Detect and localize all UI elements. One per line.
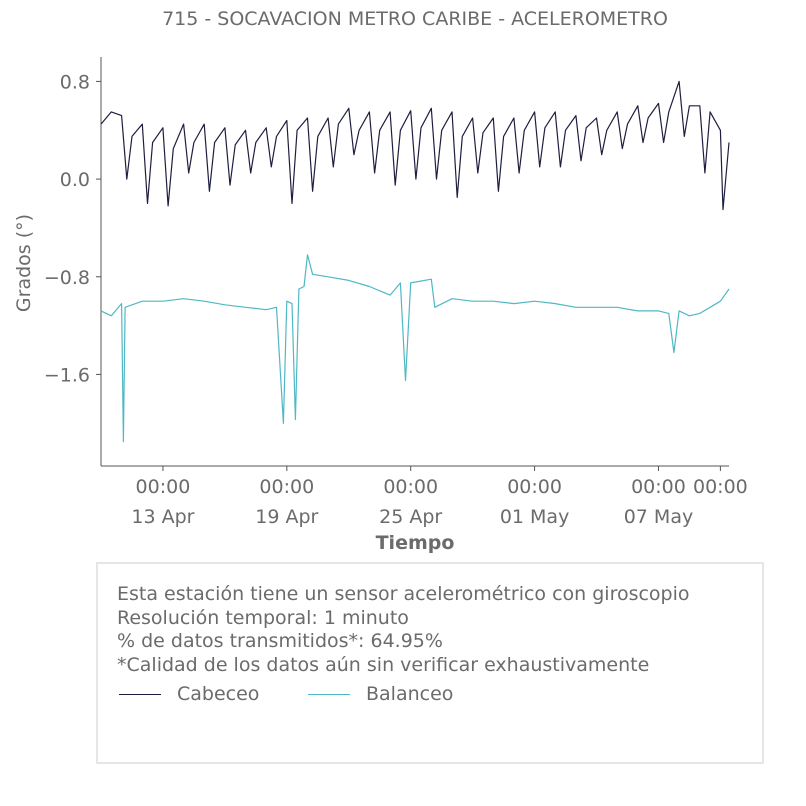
x-tick-time-label: 00:00 xyxy=(259,476,314,498)
info-transmitted-text: % de datos transmitidos*: 64.95% xyxy=(117,630,443,652)
info-sensor-text: Esta estación tiene un sensor aceleromét… xyxy=(117,583,690,605)
legend-label-balanceo: Balanceo xyxy=(366,683,454,705)
chart-title: 715 - SOCAVACION METRO CARIBE - ACELEROM… xyxy=(162,8,668,30)
x-tick-time-label: 00:00 xyxy=(136,476,191,498)
legend-swatch-cabeceo xyxy=(119,694,161,695)
series-line-balanceo xyxy=(100,254,730,443)
y-axis-label: Grados (°) xyxy=(13,214,35,312)
x-tick-time-label: 00:00 xyxy=(507,476,562,498)
x-tick-time-label: 00:00 xyxy=(383,476,438,498)
info-box: Esta estación tiene un sensor aceleromét… xyxy=(96,562,764,764)
x-tick-date-label: 07 May xyxy=(624,506,694,528)
info-quality-note: *Calidad de los datos aún sin verificar … xyxy=(117,654,650,676)
y-tick-label: −1.6 xyxy=(44,364,90,386)
x-tick-date-label: 25 Apr xyxy=(379,506,442,528)
x-tick-date-label: 13 Apr xyxy=(131,506,194,528)
x-tick-time-label: 00:00 xyxy=(693,476,748,498)
x-tick-date-label: 01 May xyxy=(500,506,570,528)
x-tick-date-label: 19 Apr xyxy=(255,506,318,528)
accelerometer-chart: 715 - SOCAVACION METRO CARIBE - ACELEROM… xyxy=(13,8,748,554)
x-tick-time-label: 00:00 xyxy=(631,476,686,498)
series-line-cabeceo xyxy=(100,80,730,211)
legend-swatch-balanceo xyxy=(308,694,350,695)
y-tick-label: 0.8 xyxy=(60,71,90,93)
x-axis-label: Tiempo xyxy=(376,532,455,554)
y-tick-label: −0.8 xyxy=(44,267,90,289)
info-resolution-text: Resolución temporal: 1 minuto xyxy=(117,607,409,629)
legend-label-cabeceo: Cabeceo xyxy=(177,683,260,705)
y-tick-label: 0.0 xyxy=(60,169,90,191)
plot-area: 0.8 0.0 −0.8 −1.6 00:00 13 Apr 00:00 19 Apr 00:0… xyxy=(44,57,748,528)
